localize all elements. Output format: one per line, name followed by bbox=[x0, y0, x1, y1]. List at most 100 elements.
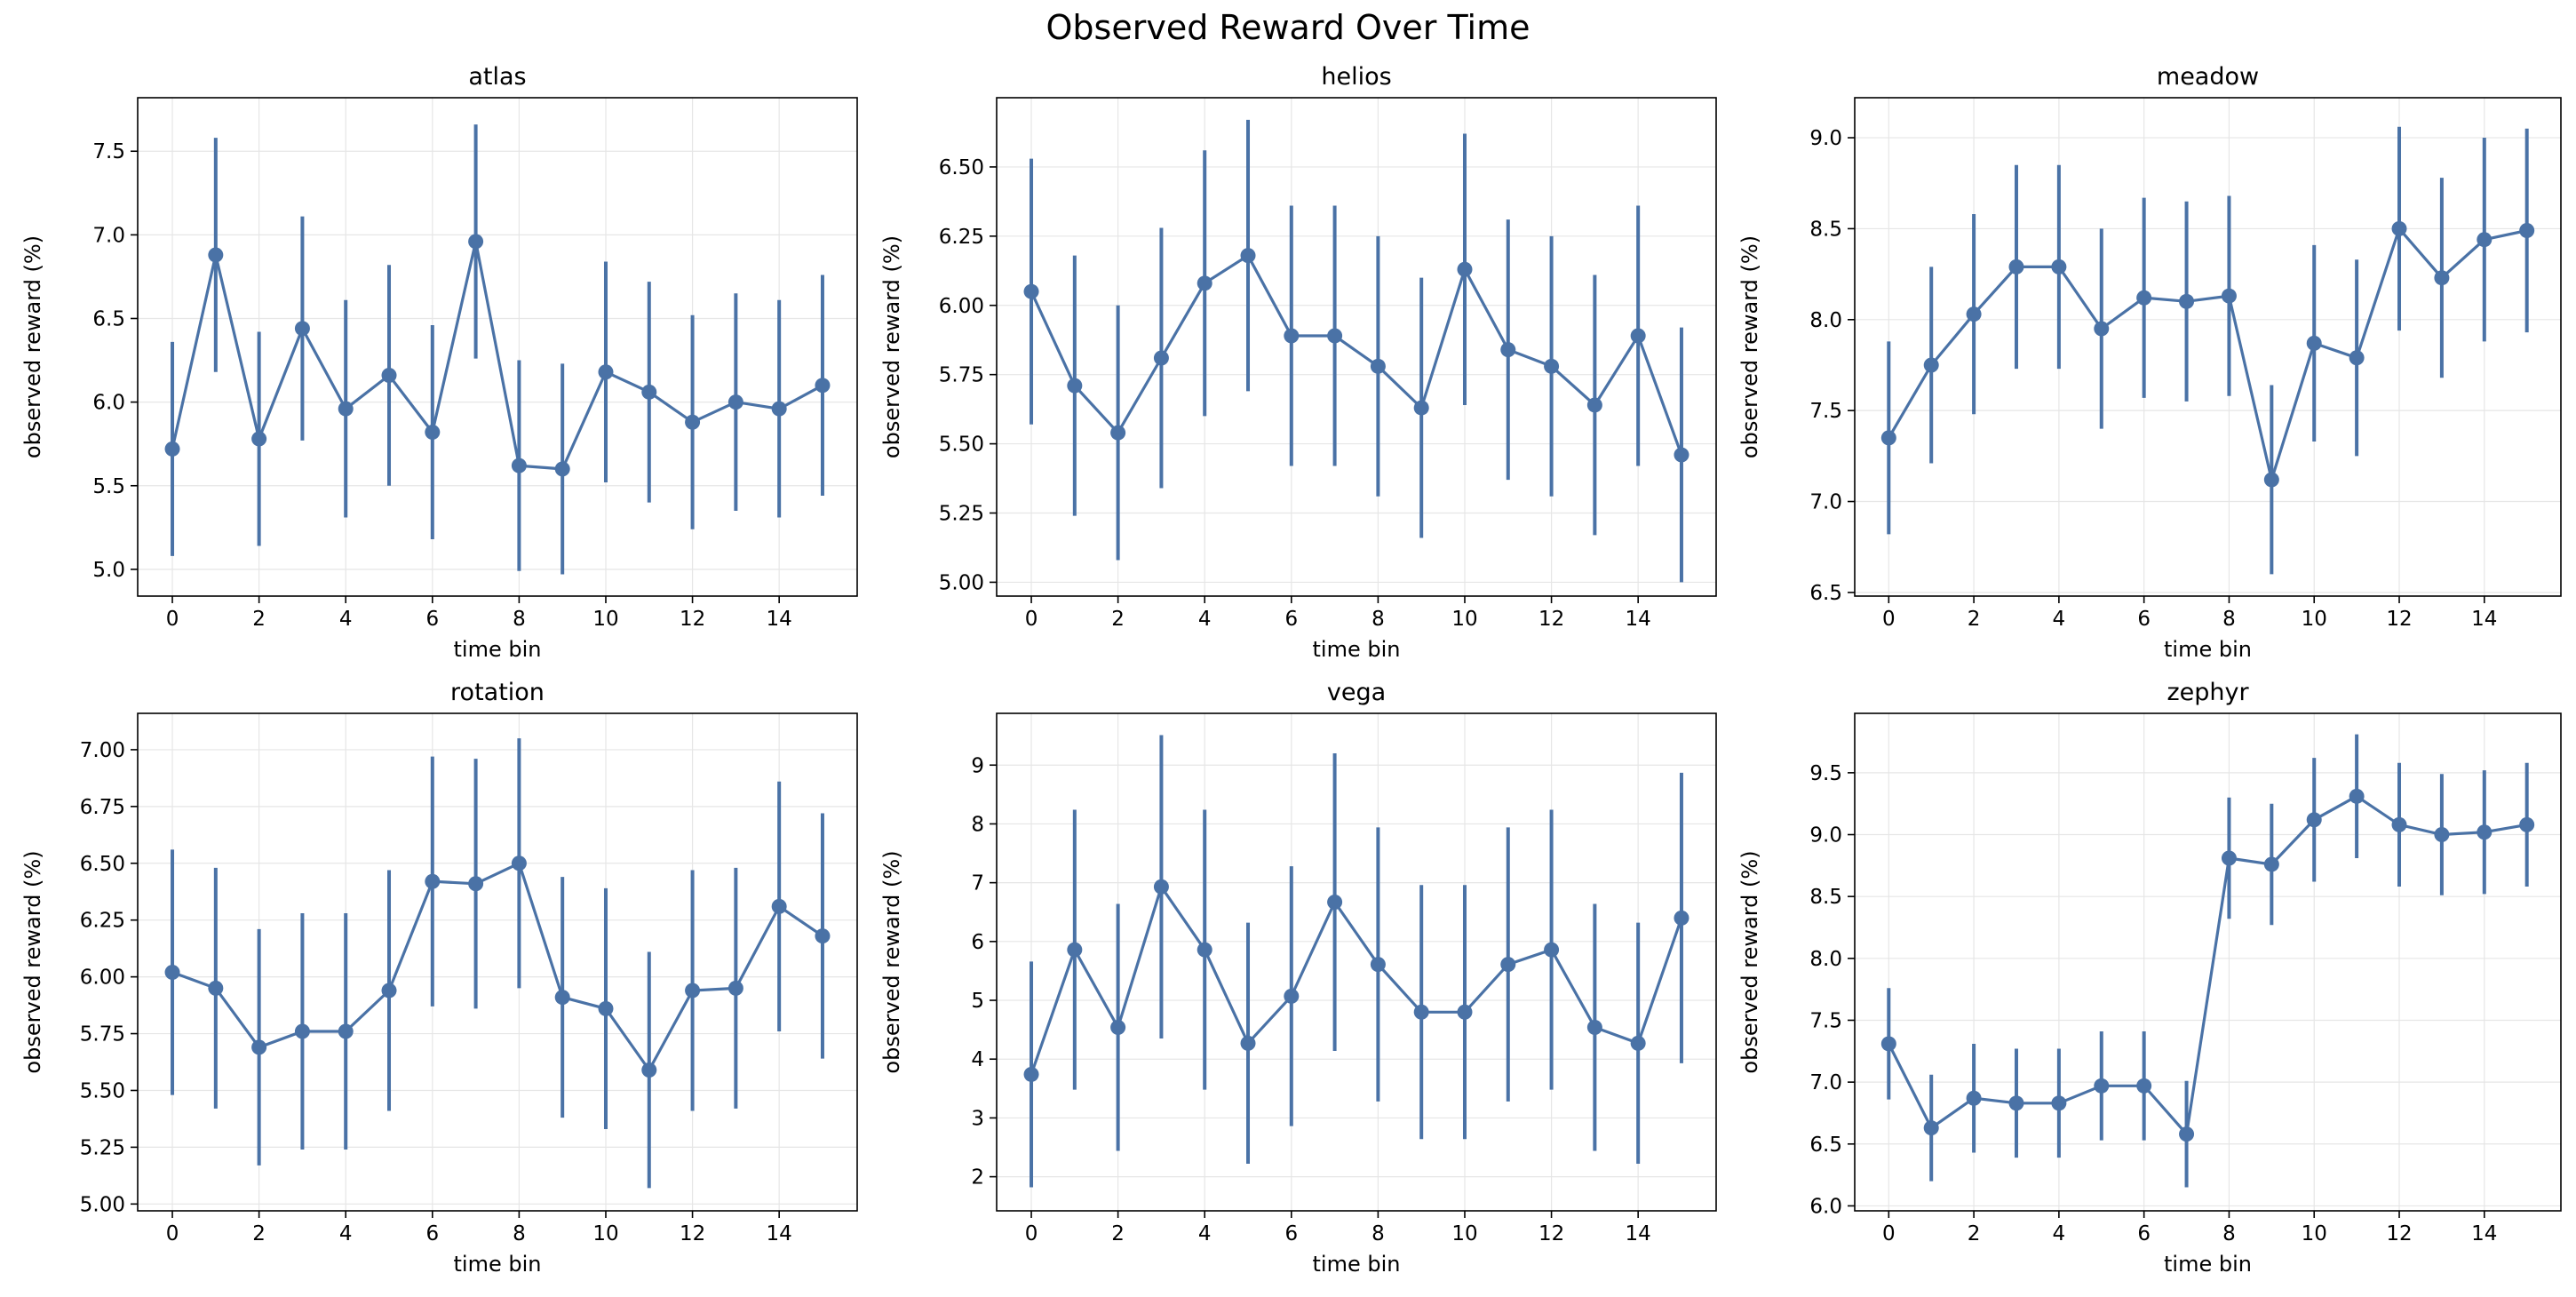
data-point bbox=[2519, 816, 2535, 832]
data-point bbox=[2179, 293, 2195, 309]
data-point bbox=[1023, 283, 1039, 299]
y-tick-label: 5.75 bbox=[939, 364, 984, 387]
data-point bbox=[2477, 232, 2493, 248]
axes-frame bbox=[1854, 712, 2562, 1212]
data-point bbox=[1923, 357, 1939, 373]
data-point bbox=[2434, 827, 2450, 843]
data-point bbox=[554, 990, 570, 1006]
data-point bbox=[1880, 430, 1896, 446]
x-tick-label: 8 bbox=[513, 1222, 526, 1245]
data-point bbox=[208, 980, 224, 996]
subplot-title: rotation bbox=[450, 679, 545, 706]
x-tick-label: 10 bbox=[2302, 1222, 2327, 1245]
data-point bbox=[1327, 328, 1343, 344]
data-point bbox=[1674, 447, 1690, 463]
x-tick-label: 2 bbox=[1968, 1222, 1981, 1245]
data-point bbox=[2221, 288, 2237, 304]
x-tick-label: 0 bbox=[166, 1222, 179, 1245]
y-tick-label: 9.5 bbox=[1809, 762, 1842, 785]
x-tick-label: 14 bbox=[767, 1222, 792, 1245]
x-tick-label: 12 bbox=[2386, 608, 2412, 631]
x-tick-label: 8 bbox=[1371, 608, 1385, 631]
x-tick-label: 12 bbox=[2386, 1222, 2412, 1245]
data-point bbox=[1923, 1120, 1939, 1136]
figure-title: Observed Reward Over Time bbox=[1046, 8, 1530, 47]
x-tick-label: 0 bbox=[166, 608, 179, 631]
data-point bbox=[2136, 1078, 2152, 1094]
data-point bbox=[425, 873, 441, 889]
x-axis-label: time bin bbox=[454, 1252, 542, 1277]
data-point bbox=[208, 247, 224, 263]
subplot-meadow: 0 2 4 6 8 10 12 14 6.5 7.0 7.5 8.0 8.5 9.0 meadow time … bbox=[1737, 63, 2562, 662]
x-tick-label: 14 bbox=[1626, 608, 1651, 631]
x-tick-label: 4 bbox=[2053, 608, 2066, 631]
y-tick-label: 6.00 bbox=[80, 967, 125, 990]
data-point bbox=[1966, 1090, 1982, 1106]
x-tick-label: 4 bbox=[1198, 608, 1212, 631]
y-tick-label: 7.0 bbox=[92, 224, 125, 247]
y-tick-label: 5.25 bbox=[939, 503, 984, 526]
data-point bbox=[338, 1023, 354, 1039]
y-tick-label: 8.0 bbox=[1809, 309, 1842, 332]
x-tick-label: 8 bbox=[2222, 608, 2236, 631]
data-point bbox=[1544, 942, 1560, 958]
data-point bbox=[2094, 321, 2110, 337]
x-tick-label: 6 bbox=[1284, 1222, 1298, 1245]
data-point bbox=[771, 898, 787, 914]
data-point bbox=[1586, 1019, 1602, 1035]
y-axis-label: observed reward (%) bbox=[20, 850, 45, 1073]
data-point bbox=[727, 980, 743, 996]
y-tick-label: 6.75 bbox=[80, 796, 125, 819]
x-tick-label: 10 bbox=[592, 1222, 618, 1245]
y-tick-label: 8 bbox=[971, 813, 984, 836]
data-point bbox=[2136, 290, 2152, 306]
x-tick-label: 8 bbox=[2222, 1222, 2236, 1245]
x-tick-label: 2 bbox=[252, 1222, 266, 1245]
series-line bbox=[171, 241, 823, 471]
data-point bbox=[2221, 850, 2237, 866]
series-line bbox=[1887, 226, 2528, 486]
x-tick-label: 12 bbox=[1538, 1222, 1564, 1245]
data-point bbox=[1240, 1035, 1256, 1051]
data-point bbox=[2391, 220, 2407, 236]
data-point bbox=[1284, 328, 1300, 344]
data-point bbox=[2477, 824, 2493, 840]
x-tick-label: 4 bbox=[1198, 1222, 1212, 1245]
x-tick-label: 6 bbox=[425, 608, 439, 631]
x-tick-label: 10 bbox=[592, 608, 618, 631]
y-tick-label: 7.0 bbox=[1809, 1071, 1842, 1094]
x-axis-label: time bin bbox=[1313, 1252, 1401, 1277]
data-point bbox=[1586, 397, 1602, 413]
x-tick-label: 6 bbox=[425, 1222, 439, 1245]
data-point bbox=[598, 364, 614, 380]
x-tick-label: 4 bbox=[339, 1222, 353, 1245]
data-point bbox=[2008, 259, 2024, 275]
data-point bbox=[1457, 261, 1473, 277]
y-tick-label: 9 bbox=[971, 754, 984, 777]
x-axis-label: time bin bbox=[454, 637, 542, 662]
x-axis-label: time bin bbox=[1313, 637, 1401, 662]
data-point bbox=[1327, 894, 1343, 910]
data-point bbox=[598, 1000, 614, 1016]
axes-frame bbox=[137, 712, 858, 1212]
data-point bbox=[338, 401, 354, 417]
x-tick-label: 14 bbox=[2471, 1222, 2497, 1245]
data-point bbox=[1023, 1066, 1039, 1082]
data-point bbox=[1630, 1035, 1646, 1051]
y-tick-label: 6.0 bbox=[1809, 1195, 1842, 1218]
data-point bbox=[1544, 358, 1560, 374]
data-point bbox=[2349, 350, 2365, 366]
x-tick-label: 10 bbox=[1451, 1222, 1477, 1245]
data-point bbox=[2349, 788, 2365, 804]
y-tick-label: 6.25 bbox=[80, 910, 125, 933]
data-point bbox=[1067, 942, 1083, 958]
y-tick-label: 5.5 bbox=[92, 475, 125, 498]
data-point bbox=[2306, 335, 2322, 351]
data-point bbox=[511, 458, 527, 473]
y-tick-label: 7.5 bbox=[92, 140, 125, 163]
data-point bbox=[554, 461, 570, 477]
y-tick-label: 6.50 bbox=[939, 156, 984, 179]
y-tick-label: 6.5 bbox=[1809, 1134, 1842, 1157]
y-tick-label: 7.5 bbox=[1809, 400, 1842, 423]
